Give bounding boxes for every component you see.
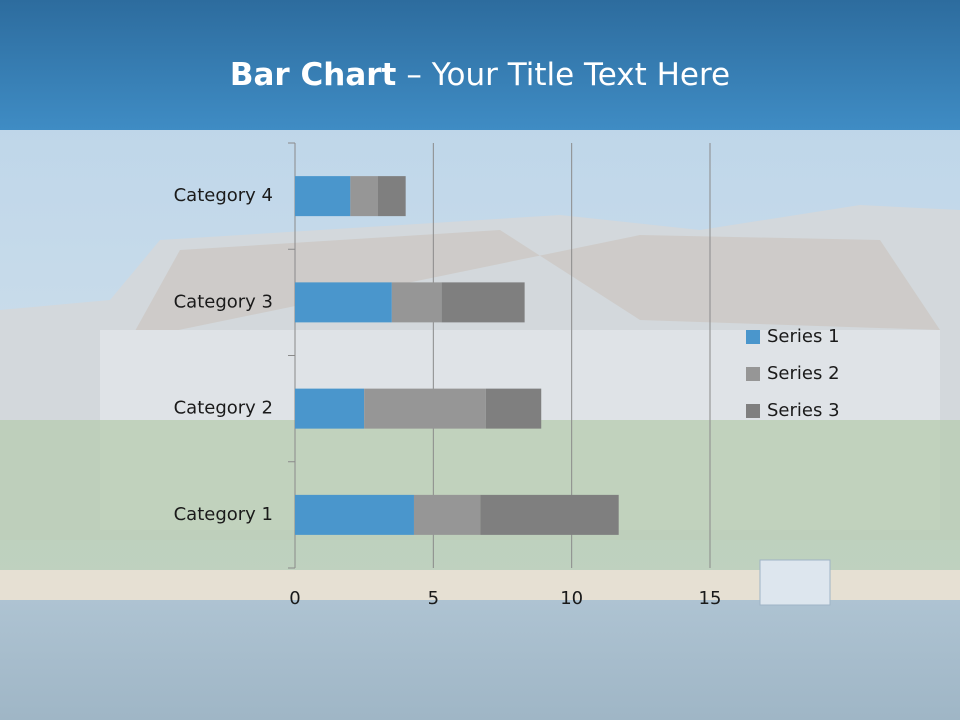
bar	[295, 388, 365, 429]
x-tick-label: 5	[428, 588, 439, 609]
y-tick-label: Category 3	[174, 291, 273, 312]
legend-label: Series 3	[767, 400, 840, 421]
bar	[441, 282, 525, 323]
bar	[485, 388, 542, 429]
title-rest: – Your Title Text Here	[406, 57, 730, 93]
bar	[413, 494, 481, 535]
x-tick-label: 10	[560, 588, 583, 609]
bar	[295, 494, 414, 535]
y-tick-label: Category 4	[174, 185, 273, 206]
y-tick-label: Category 2	[174, 398, 273, 419]
legend-label: Series 2	[767, 363, 840, 384]
y-tick-label: Category 1	[174, 504, 273, 525]
bar	[480, 494, 619, 535]
bar	[391, 282, 442, 323]
bar	[295, 176, 351, 217]
bar	[364, 388, 486, 429]
x-tick-label: 15	[699, 588, 722, 609]
legend-swatch	[746, 367, 760, 381]
legend-swatch	[746, 330, 760, 344]
bar	[378, 176, 406, 217]
legend-label: Series 1	[767, 326, 840, 347]
x-tick-label: 0	[289, 588, 300, 609]
title-bold: Bar Chart	[230, 57, 397, 93]
chart-title: Bar Chart – Your Title Text Here	[230, 57, 730, 93]
bar	[295, 282, 392, 323]
bar	[350, 176, 378, 217]
chart: 0 5 10 15 Category 1 Category 2 Category 3 Cate…	[174, 142, 840, 609]
legend-swatch	[746, 404, 760, 418]
